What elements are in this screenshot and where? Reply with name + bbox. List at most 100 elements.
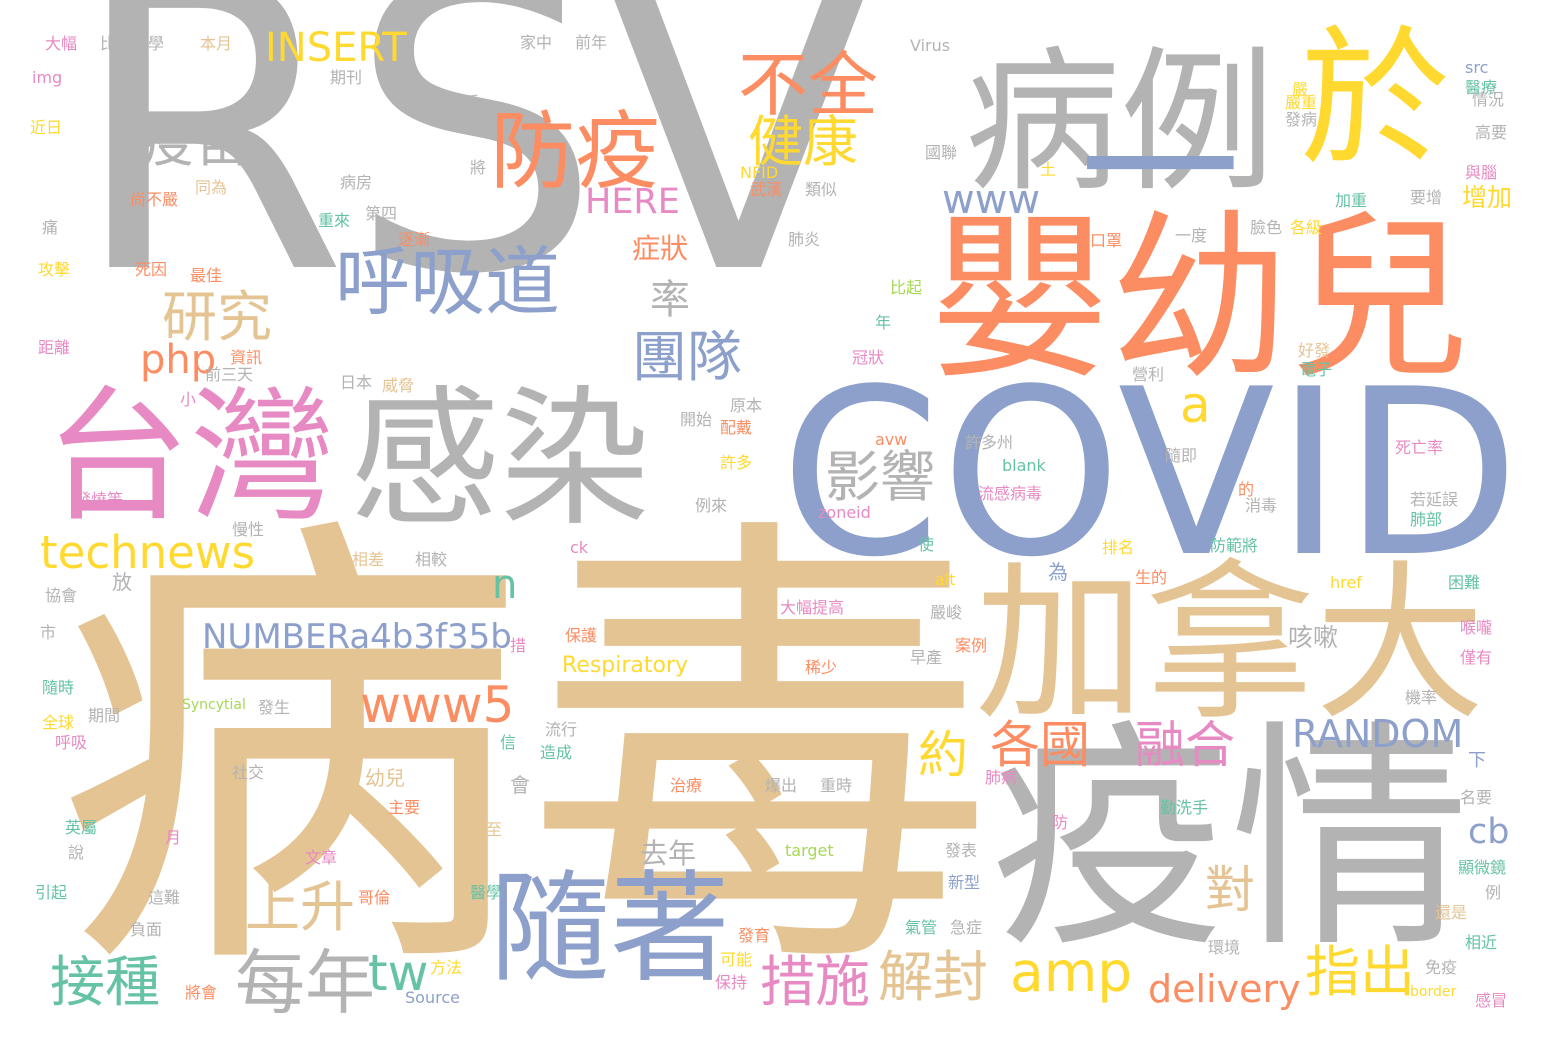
cloud-word: zoneid [818,503,871,522]
cloud-word: 措 [510,636,527,655]
cloud-word: 許多州 [965,433,1014,452]
cloud-word: Respiratory [562,653,689,678]
cloud-word: 嬰幼兒 [930,195,1471,404]
cloud-word: 相近 [1465,933,1498,952]
cloud-word: www [942,177,1041,223]
cloud-word: NUMBERa4b3f35b [202,617,512,657]
cloud-word: 困難 [1448,573,1481,592]
cloud-word: 信 [500,733,517,752]
cloud-word: 保護 [565,626,598,645]
cloud-word: 醫學 [470,883,503,902]
cloud-word: 負面 [130,920,163,939]
cloud-word: 喉嚨 [1460,618,1493,637]
cloud-word: 一度 [1175,226,1208,245]
cloud-word: 呼吸道 [335,238,561,326]
cloud-word: 早產 [910,648,943,667]
cloud-word: 好發 [1298,341,1331,360]
cloud-word: 各國 [990,716,1090,774]
cloud-word: COVID [780,341,1520,608]
cloud-word: img [32,68,63,87]
cloud-word: avw [875,430,908,449]
cloud-word: 於 [1300,13,1451,187]
cloud-word: 文章 [305,848,338,867]
cloud-word: 團隊 [632,325,743,389]
cloud-word: 生的 [1135,568,1168,587]
cloud-word: 會 [510,773,530,797]
cloud-word: 流行 [545,720,578,739]
cloud-word: 冠狀 [852,348,885,367]
cloud-word: 威脅 [382,376,415,395]
cloud-word: www5 [360,676,515,734]
cloud-word: 治療 [670,776,703,795]
cloud-word: 防疫 [490,103,661,202]
cloud-word: 肺炎 [788,230,821,249]
cloud-word: blank [1002,456,1046,475]
cloud-word: 免疫 [1425,958,1458,977]
cloud-word: 武漢 [750,180,783,199]
cloud-word: 嚴重 [448,93,481,112]
cloud-word: 全球 [42,713,75,732]
cloud-word: 類似 [805,180,838,199]
cloud-word: tw [368,944,429,1002]
cloud-word: 死因 [135,260,168,279]
cloud-word: 的 [1238,480,1255,499]
cloud-word: 近日 [30,118,63,137]
cloud-word: 放 [112,570,132,594]
cloud-word: Syncytial [182,697,246,713]
cloud-word: 重時 [820,776,853,795]
cloud-word: 肺部 [1410,510,1443,529]
cloud-word: 高要 [1475,123,1508,142]
cloud-word: 期刊 [330,68,363,87]
cloud-word: 比亞大學 [100,34,165,53]
cloud-word: 措施 [760,950,871,1014]
cloud-word: 接種 [50,950,161,1014]
cloud-word: 尚不嚴 [130,190,179,209]
cloud-word: 不全 [738,44,878,126]
cloud-word: INSERT [265,25,407,71]
cloud-word: 營利 [1132,365,1165,384]
cloud-word: 醫療 [1465,78,1498,97]
cloud-word: 土 [1040,160,1057,179]
cloud-word: RANDOM [1292,712,1464,756]
cloud-word: 稀少 [805,658,838,677]
cloud-word: 氣管 [905,918,938,937]
cloud-word: 加重 [1335,191,1368,210]
cloud-word: 為 [1048,560,1068,584]
cloud-word: 方法 [430,958,463,977]
cloud-word: 社交 [232,763,265,782]
cloud-word: 情況 [1472,90,1505,109]
cloud-word: delivery [1148,967,1301,1011]
cloud-word: 與腦 [1465,163,1498,182]
cloud-word: 症狀 [632,232,689,265]
cloud-word: cb [1468,812,1510,852]
cloud-word: 大幅提高 [780,598,845,617]
cloud-word: a [1180,376,1211,434]
cloud-word: 隨著 [490,860,730,999]
cloud-word: 嚴重 [1285,93,1318,112]
cloud-word: 防範將 [1210,536,1259,555]
cloud-word: 將會 [185,983,218,1002]
cloud-word: 每年 [235,942,375,1024]
cloud-word: php [140,337,217,383]
cloud-word: 對 [1205,861,1255,919]
cloud-word: 例來 [695,496,728,515]
cloud-word: 病例 [965,32,1275,213]
cloud-word: 逐漸 [398,230,431,249]
cloud-word: 感染 [350,373,651,547]
cloud-word: 顯微鏡 [1458,858,1507,877]
cloud-word: 僅有 [1460,648,1493,667]
cloud-word: 資訊 [230,348,263,367]
cloud-word: 電子 [1300,360,1333,379]
cloud-word: 使 [918,535,935,554]
cloud-word: 日本 [340,373,373,392]
cloud-word: 攻擊 [38,260,71,279]
cloud-word: 引起 [35,883,68,902]
cloud-word: border [1410,984,1457,1000]
cloud-word: 月 [165,828,182,847]
cloud-word: 許多 [720,453,753,472]
cloud-word: 說 [68,843,85,862]
cloud-word: 台灣 [45,373,335,542]
cloud-word: 流感病毒 [978,484,1043,503]
cloud-word: 將 [470,158,487,177]
cloud-word: 國聯 [925,143,958,162]
